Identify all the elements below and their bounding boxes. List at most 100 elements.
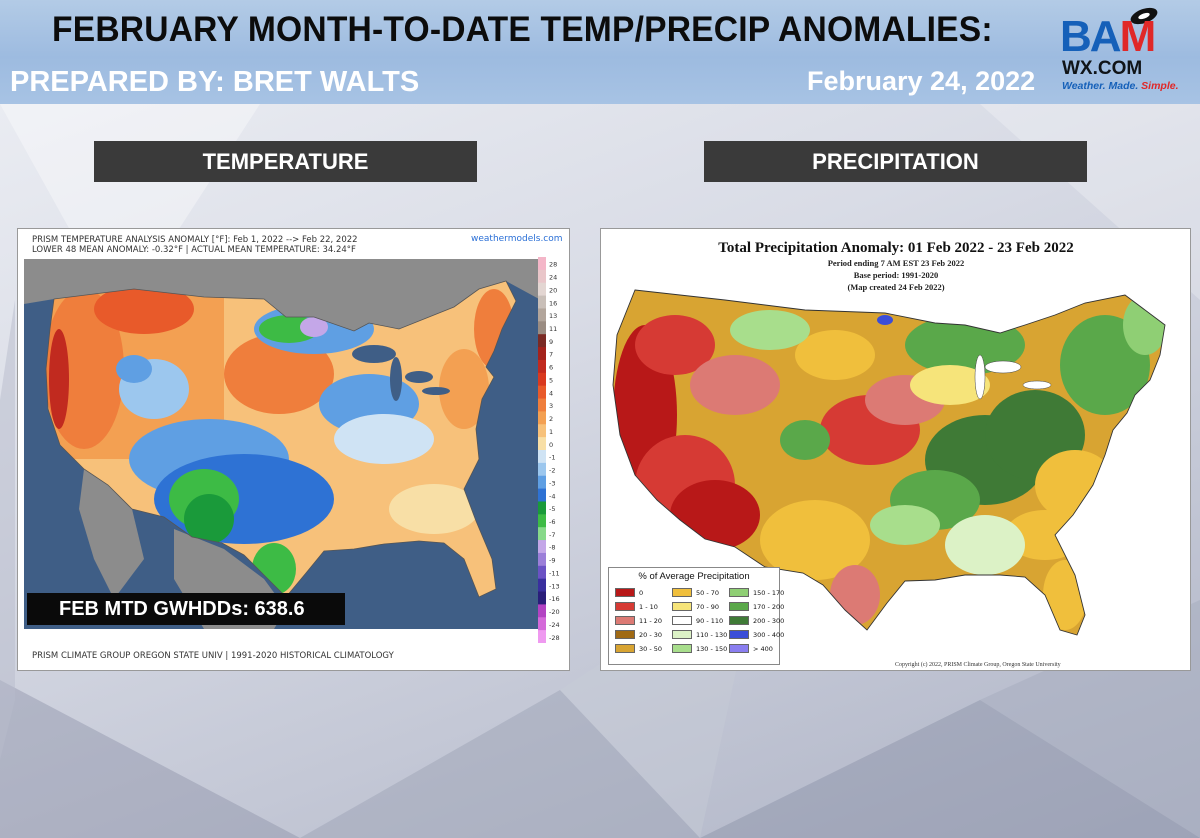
colorbar-tick-label: -28 bbox=[549, 634, 560, 642]
colorbar-tick-label: -7 bbox=[549, 531, 555, 539]
colorbar-swatch bbox=[538, 630, 546, 643]
colorbar-tick-label: -20 bbox=[549, 608, 560, 616]
logo-m: M bbox=[1119, 12, 1157, 61]
colorbar-tick-label: -1 bbox=[549, 454, 555, 462]
colorbar-swatch bbox=[538, 359, 546, 374]
temperature-colorbar: 28 24 20 16 13 11 9 7 6 5 4 3 2 1 0 -1 -2 -3 -4 -5 -6 -7 -8 -9 -… bbox=[538, 257, 560, 643]
colorbar-tick-label: 9 bbox=[549, 338, 553, 346]
precip-legend-swatch bbox=[672, 630, 692, 639]
precip-legend-item: 70 - 90 bbox=[672, 602, 719, 612]
colorbar-tick-label: 16 bbox=[549, 299, 557, 307]
colorbar-tick-label: -5 bbox=[549, 505, 555, 513]
colorbar-swatch bbox=[538, 604, 546, 618]
precip-legend-item: 300 - 400 bbox=[729, 630, 784, 640]
logo-tagline-part1: Weather. Made. bbox=[1062, 80, 1142, 92]
temp-map-header-line2: LOWER 48 MEAN ANOMALY: -0.32°F | ACTUAL … bbox=[32, 245, 356, 255]
precip-legend-label: 20 - 30 bbox=[639, 631, 663, 639]
precip-legend-swatch bbox=[729, 644, 749, 653]
temp-map-header-line1: PRISM TEMPERATURE ANALYSIS ANOMALY [°F]:… bbox=[32, 235, 358, 245]
precip-legend-label: 50 - 70 bbox=[696, 589, 720, 597]
weathermodels-link[interactable]: weathermodels.com bbox=[471, 234, 563, 244]
colorbar-tick-label: -3 bbox=[549, 479, 555, 487]
precip-legend-item: 1 - 10 bbox=[615, 602, 658, 612]
prepared-by: PREPARED BY: BRET WALTS bbox=[10, 66, 420, 98]
colorbar-tick-label: 24 bbox=[549, 274, 557, 282]
precip-legend-label: 150 - 170 bbox=[753, 589, 785, 597]
colorbar-swatch bbox=[538, 591, 546, 605]
colorbar-tick-label: 7 bbox=[549, 351, 553, 359]
precip-legend-label: 30 - 50 bbox=[639, 645, 663, 653]
precip-legend-swatch bbox=[672, 602, 692, 611]
colorbar-swatch bbox=[538, 385, 546, 400]
temp-map-footer: PRISM CLIMATE GROUP OREGON STATE UNIV | … bbox=[32, 651, 394, 661]
report-date: February 24, 2022 bbox=[807, 66, 1036, 96]
colorbar-tick-label: -9 bbox=[549, 557, 555, 565]
colorbar-swatch bbox=[538, 282, 546, 297]
colorbar-swatch bbox=[538, 321, 546, 335]
colorbar-swatch bbox=[538, 501, 546, 515]
precip-map-subtitle-created: (Map created 24 Feb 2022) bbox=[847, 282, 945, 292]
temperature-anomaly-map bbox=[24, 259, 539, 629]
colorbar-swatch bbox=[538, 462, 546, 477]
precipitation-label: PRECIPITATION bbox=[704, 141, 1087, 182]
colorbar-swatch bbox=[538, 347, 546, 361]
precip-legend-swatch bbox=[615, 588, 635, 597]
precip-legend-label: > 400 bbox=[753, 645, 773, 653]
colorbar-tick-label: 13 bbox=[549, 312, 557, 320]
colorbar-swatch bbox=[538, 411, 546, 425]
colorbar-tick-label: -11 bbox=[549, 569, 560, 577]
precip-legend-item: 150 - 170 bbox=[729, 588, 784, 598]
colorbar-tick-label: 28 bbox=[549, 261, 557, 269]
precip-map-subtitle-period: Period ending 7 AM EST 23 Feb 2022 bbox=[827, 258, 965, 268]
precip-copyright: Copyright (c) 2022, PRISM Climate Group,… bbox=[895, 662, 1061, 668]
precip-legend-item: 11 - 20 bbox=[615, 616, 662, 626]
colorbar-swatch bbox=[538, 488, 546, 502]
colorbar-swatch bbox=[538, 398, 546, 412]
precip-legend-label: 110 - 130 bbox=[696, 631, 728, 639]
precip-legend-swatch bbox=[729, 602, 749, 611]
colorbar-tick-label: 1 bbox=[549, 428, 553, 436]
colorbar-swatch bbox=[538, 552, 546, 567]
colorbar-tick-label: 11 bbox=[549, 325, 557, 333]
precip-map-title: Total Precipitation Anomaly: 01 Feb 2022… bbox=[718, 240, 1074, 256]
logo-ba: BA bbox=[1060, 12, 1122, 61]
precip-legend-swatch bbox=[672, 644, 692, 653]
colorbar-swatch bbox=[538, 540, 546, 554]
colorbar-swatch bbox=[538, 565, 546, 580]
colorbar-tick-label: 5 bbox=[549, 376, 553, 384]
colorbar-tick-label: -8 bbox=[549, 544, 555, 552]
colorbar-tick-label: 6 bbox=[549, 364, 553, 372]
colorbar-swatch bbox=[538, 578, 546, 593]
logo-wordmark: BAM bbox=[1060, 12, 1157, 62]
logo-domain: WX.COM bbox=[1062, 58, 1143, 79]
colorbar-swatch bbox=[538, 334, 546, 348]
precip-map-subtitle-base: Base period: 1991-2020 bbox=[853, 270, 939, 280]
logo-mark bbox=[1130, 7, 1158, 25]
colorbar-tick-label: -4 bbox=[549, 492, 555, 500]
precip-legend-item: 50 - 70 bbox=[672, 588, 719, 598]
precip-legend-swatch bbox=[672, 588, 692, 597]
precip-legend-item: 0 bbox=[615, 588, 643, 598]
colorbar-tick-label: 2 bbox=[549, 415, 553, 423]
precip-legend-label: 200 - 300 bbox=[753, 617, 785, 625]
logo-tagline: Weather. Made. Simple. bbox=[1062, 80, 1179, 92]
precip-legend-item: 200 - 300 bbox=[729, 616, 784, 626]
precip-legend-item: 130 - 150 bbox=[672, 644, 727, 654]
precip-legend-item: 110 - 130 bbox=[672, 630, 727, 640]
precip-legend-label: 0 bbox=[639, 589, 644, 597]
colorbar-tick-label: 0 bbox=[549, 441, 553, 449]
precip-legend-title: % of Average Precipitation bbox=[638, 571, 750, 582]
colorbar-tick-label: -24 bbox=[549, 621, 560, 629]
colorbar-swatch bbox=[538, 450, 546, 464]
colorbar-swatch bbox=[538, 527, 546, 541]
precip-legend-swatch bbox=[672, 616, 692, 625]
precip-legend-label: 90 - 110 bbox=[696, 617, 724, 625]
header-banner: FEBRUARY MONTH-TO-DATE TEMP/PRECIP ANOMA… bbox=[0, 0, 1200, 104]
bamwx-logo: BAM WX.COM Weather. Made. Simple. bbox=[1058, 6, 1198, 96]
precip-legend-swatch bbox=[729, 588, 749, 597]
colorbar-swatch bbox=[538, 257, 546, 271]
precip-legend-label: 130 - 150 bbox=[696, 645, 728, 653]
colorbar-tick-label: -13 bbox=[549, 582, 560, 590]
precip-legend-swatch bbox=[615, 616, 635, 625]
gwhdd-banner: FEB MTD GWHDDs: 638.6 bbox=[27, 593, 345, 625]
